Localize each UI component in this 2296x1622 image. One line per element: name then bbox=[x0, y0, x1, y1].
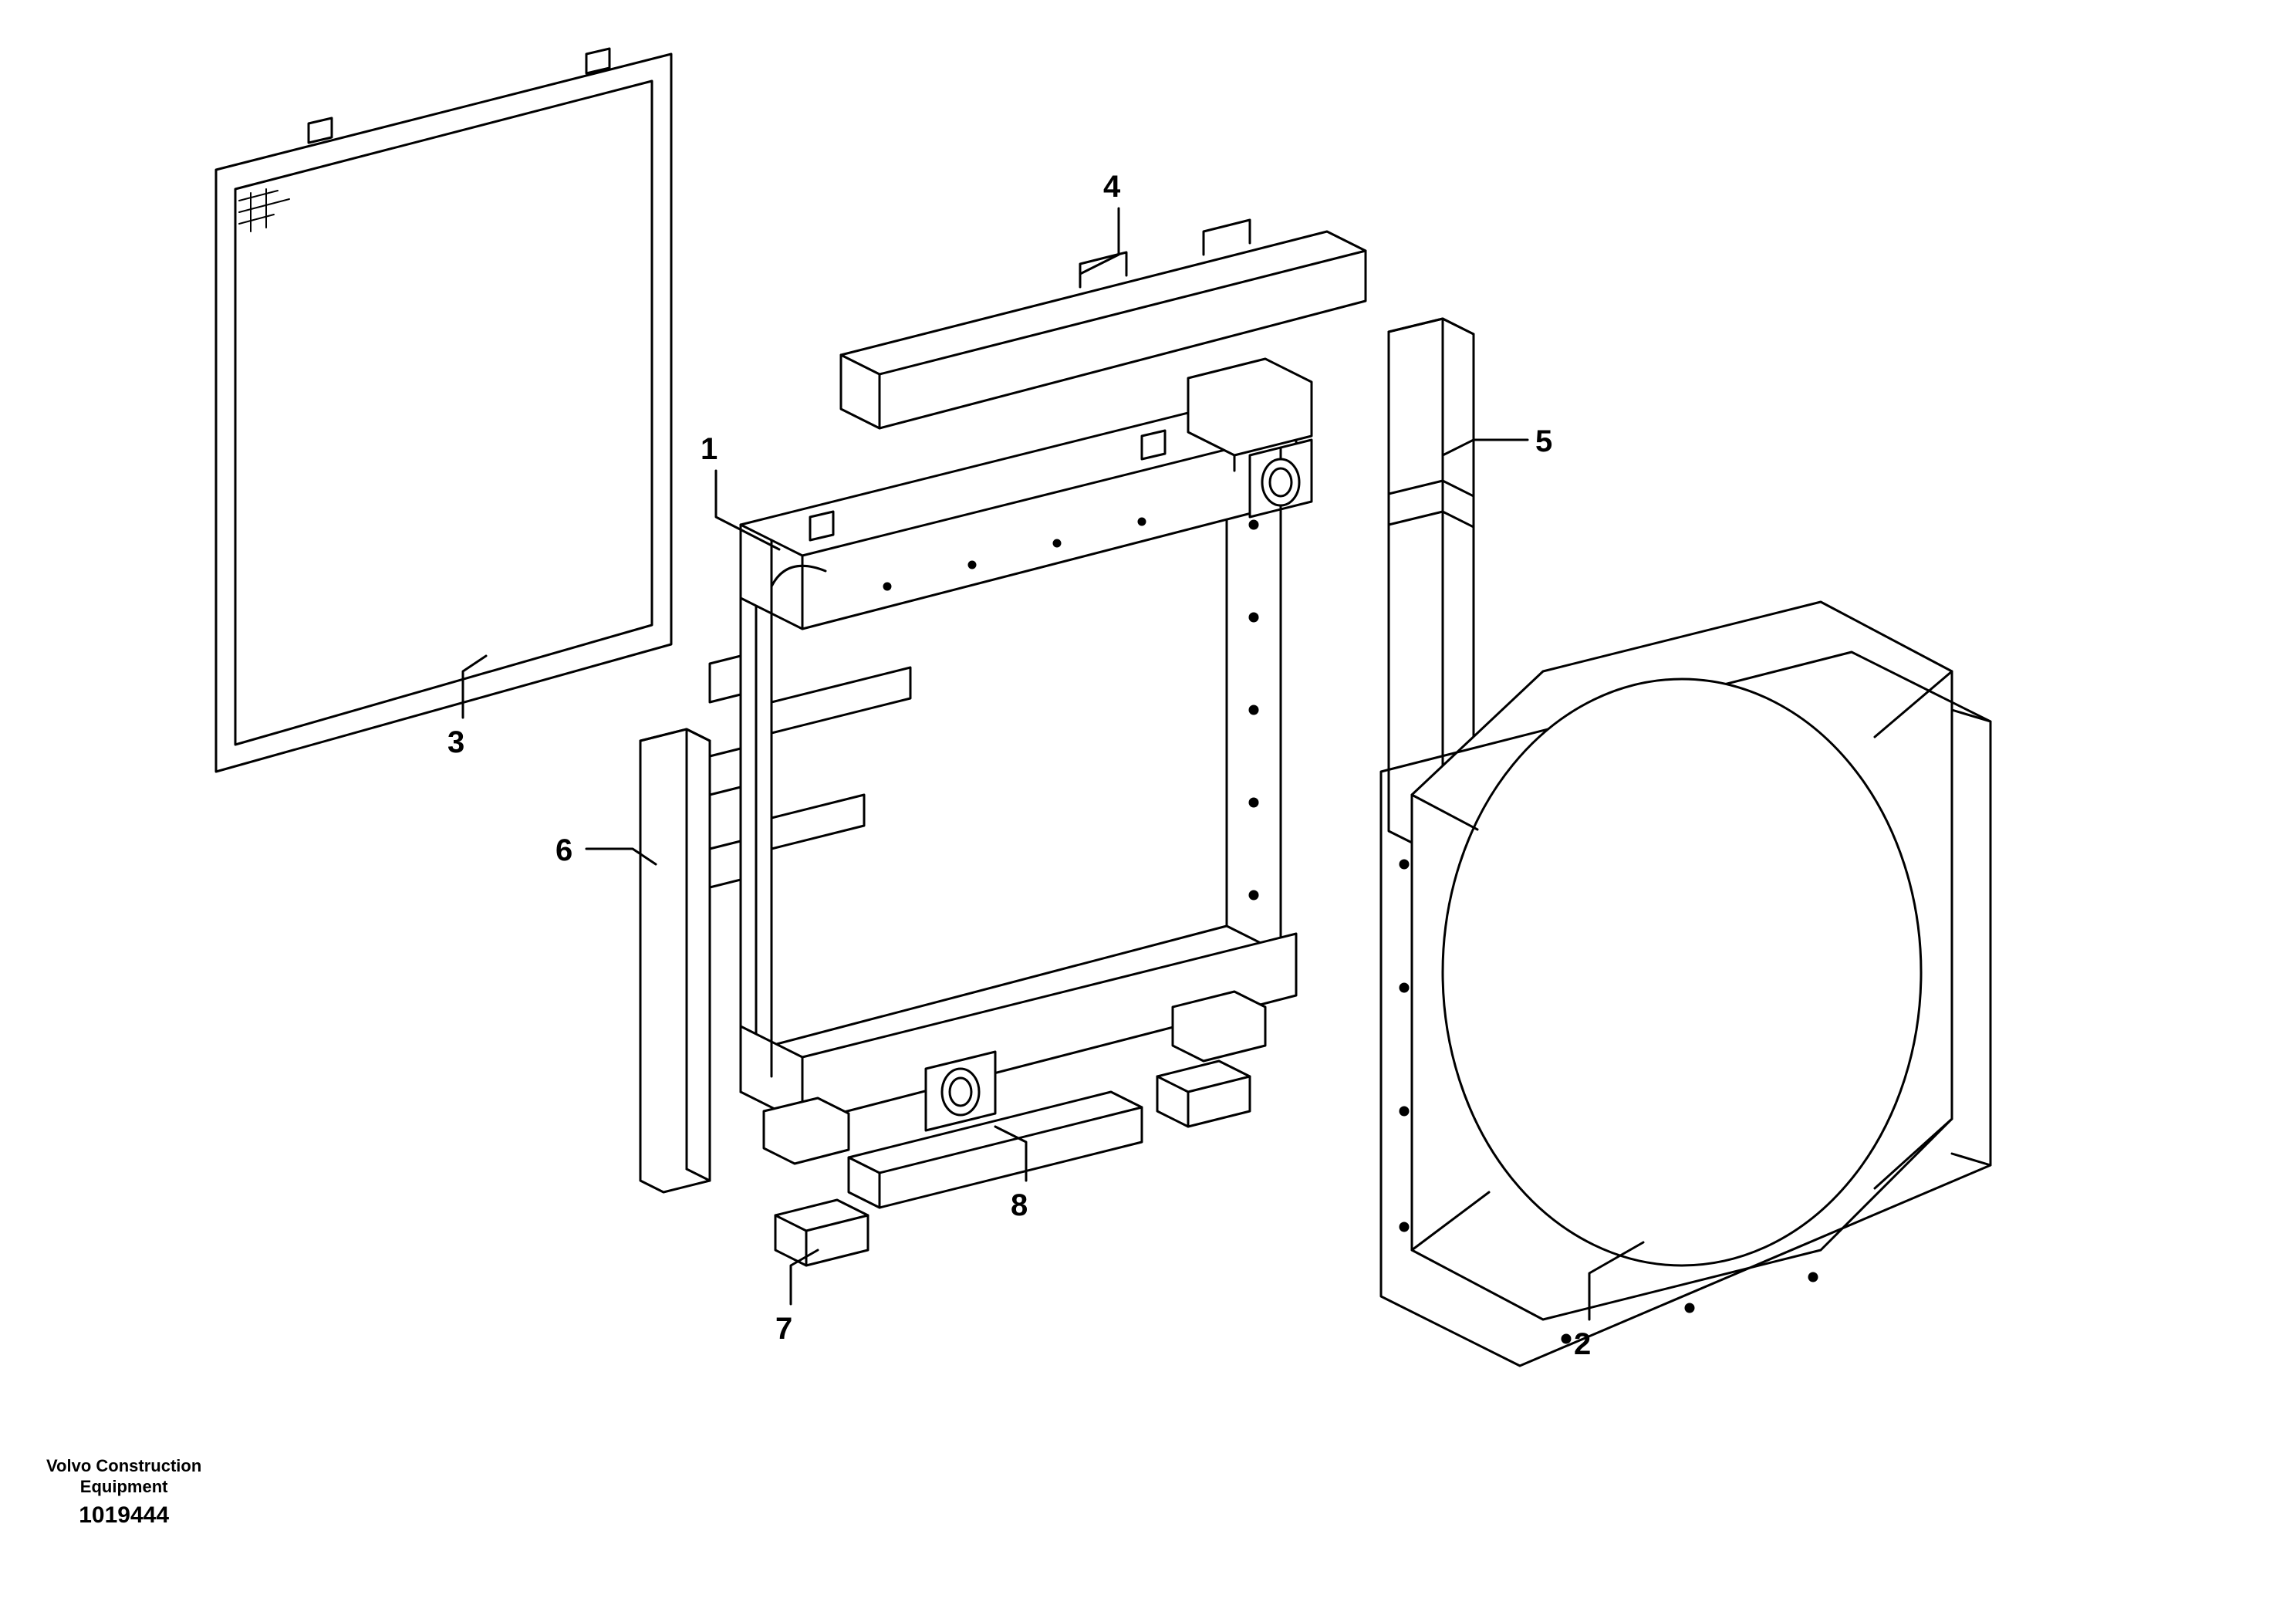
diagram-canvas: 1 2 3 4 5 6 7 8 Volvo Construction Equip… bbox=[0, 0, 2296, 1622]
callout-2: 2 bbox=[1574, 1327, 1591, 1362]
part-3-screen bbox=[216, 49, 671, 772]
callout-8: 8 bbox=[1011, 1188, 1028, 1223]
part-1-radiator-core bbox=[710, 359, 1312, 1164]
brand-line-2: Equipment bbox=[46, 1477, 201, 1497]
drawing-footer: Volvo Construction Equipment 1019444 bbox=[46, 1456, 201, 1529]
drawing-id: 1019444 bbox=[46, 1502, 201, 1529]
callout-3: 3 bbox=[447, 725, 464, 760]
brand-line-1: Volvo Construction bbox=[46, 1456, 201, 1476]
callout-7: 7 bbox=[775, 1312, 792, 1347]
part-7-small-block bbox=[775, 1200, 868, 1265]
callout-4: 4 bbox=[1103, 170, 1120, 204]
callout-6: 6 bbox=[555, 833, 572, 868]
callout-1: 1 bbox=[701, 432, 718, 467]
callout-5: 5 bbox=[1535, 424, 1552, 459]
part-6-left-bar bbox=[640, 729, 710, 1192]
assembly-drawing bbox=[0, 0, 2296, 1622]
